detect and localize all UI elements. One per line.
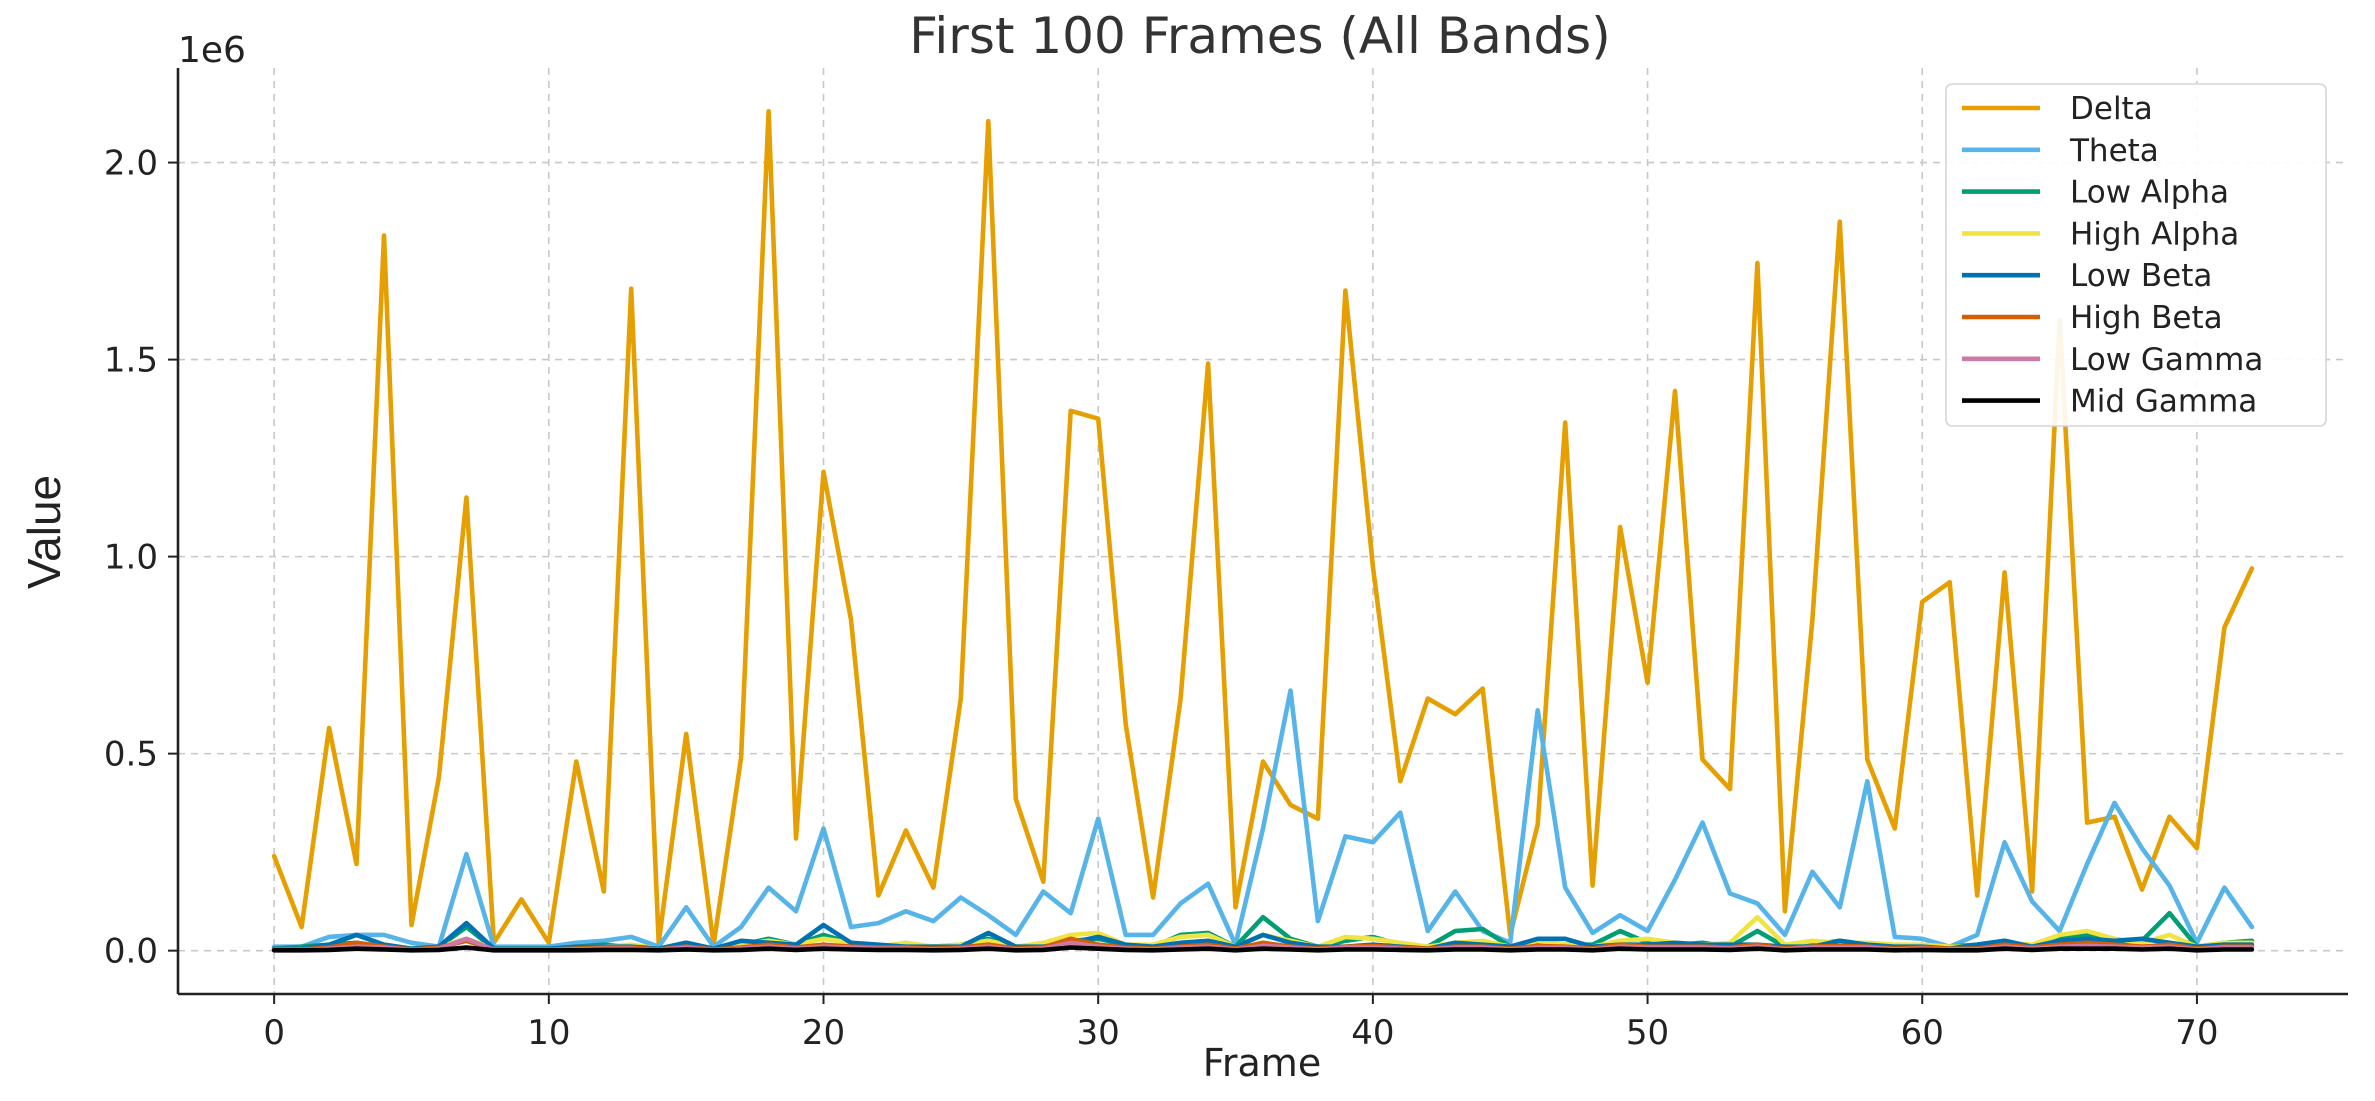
axes xyxy=(168,68,2348,1004)
y-axis-label: Value xyxy=(18,475,70,589)
series-line-theta xyxy=(271,688,2255,950)
legend-label-delta: Delta xyxy=(2070,91,2153,127)
y-scale-label: 1e6 xyxy=(178,30,246,71)
x-tick-label: 70 xyxy=(2175,1013,2218,1053)
series-lines xyxy=(271,109,2255,953)
y-tick-label: 1.0 xyxy=(104,538,158,578)
y-tick-label: 0.5 xyxy=(104,735,158,775)
y-tick-label: 0.0 xyxy=(104,932,158,972)
x-tick-label: 30 xyxy=(1077,1013,1120,1053)
legend-label-high-alpha: High Alpha xyxy=(2070,216,2239,252)
chart-title: First 100 Frames (All Bands) xyxy=(909,7,1611,65)
x-tick-label: 50 xyxy=(1626,1013,1669,1053)
series-line-delta xyxy=(271,109,2255,948)
x-axis-label: Frame xyxy=(1203,1041,1321,1085)
legend: Delta Theta Low Alpha High Alpha Low Beta Hig… xyxy=(1945,83,2327,427)
y-tick-label: 2.0 xyxy=(104,144,158,184)
legend-label-low-alpha: Low Alpha xyxy=(2070,175,2229,211)
x-tick-label: 60 xyxy=(1901,1013,1944,1053)
x-tick-label: 0 xyxy=(263,1013,285,1053)
x-tick-label: 40 xyxy=(1351,1013,1394,1053)
legend-box xyxy=(1945,83,2327,427)
tick-labels: 0 10 20 30 40 50 60 70 0.0 0.5 1.0 1.5 2.0 xyxy=(104,144,2219,1053)
series-line-mid-gamma xyxy=(271,945,2255,953)
x-tick-label: 20 xyxy=(802,1013,845,1053)
legend-label-mid-gamma: Mid Gamma xyxy=(2070,384,2257,420)
x-tick-label: 10 xyxy=(527,1013,570,1053)
legend-label-low-gamma: Low Gamma xyxy=(2070,342,2263,378)
legend-label-high-beta: High Beta xyxy=(2070,300,2223,336)
legend-label-theta: Theta xyxy=(2069,133,2159,169)
legend-label-low-beta: Low Beta xyxy=(2070,258,2212,294)
y-tick-label: 1.5 xyxy=(104,341,158,381)
